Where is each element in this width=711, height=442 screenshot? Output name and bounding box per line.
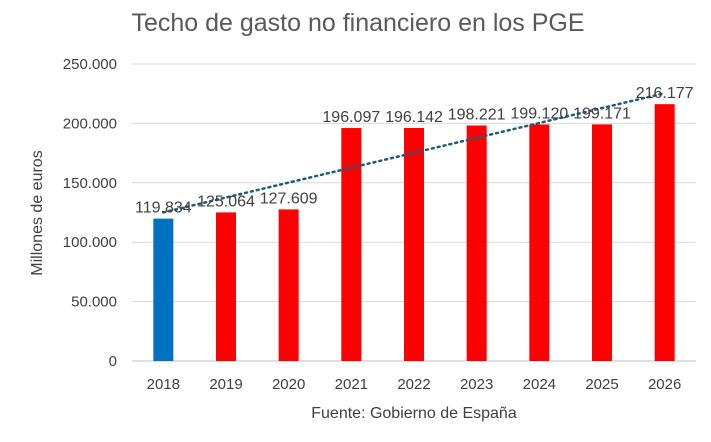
y-tick-label: 0 (109, 353, 117, 370)
x-tick-label: 2018 (147, 376, 180, 393)
data-label: 199.171 (573, 105, 631, 122)
y-tick-label: 50.000 (71, 294, 117, 311)
data-label: 198.221 (448, 107, 506, 124)
x-tick-label: 2024 (523, 376, 556, 393)
y-tick-label: 250.000 (63, 56, 117, 73)
chart-title: Techo de gasto no financiero en los PGE (131, 9, 584, 37)
trendline-path (162, 91, 666, 214)
x-axis-ticks: 2018 2019 2020 2021 2022 2023 2024 2025 2026 (147, 376, 682, 393)
x-tick-label: 2025 (585, 376, 618, 393)
bar-2020 (278, 209, 299, 361)
data-labels: 119.834 125.064 127.609 196.097 196.142 198.2… (135, 85, 694, 216)
bar-2023 (466, 125, 487, 361)
y-axis-ticks: 0 50.000 100.000 150.000 200.000 250.000 (63, 56, 117, 370)
y-tick-label: 200.000 (63, 115, 117, 132)
x-tick-label: 2021 (335, 376, 368, 393)
bar-2026 (654, 104, 675, 361)
data-label: 199.120 (510, 105, 568, 122)
x-tick-label: 2026 (648, 376, 681, 393)
data-label: 119.834 (135, 200, 192, 217)
x-tick-label: 2020 (272, 376, 305, 393)
x-tick-label: 2023 (460, 376, 493, 393)
bar-2019 (216, 212, 236, 361)
bar-2018 (153, 218, 174, 361)
data-label: 196.097 (322, 109, 380, 126)
data-label: 127.609 (260, 190, 318, 207)
x-tick-label: 2022 (397, 376, 430, 393)
bar-2022 (404, 127, 424, 361)
trendline (162, 91, 666, 214)
bar-2024 (529, 124, 550, 362)
data-label: 216.177 (636, 85, 694, 102)
y-tick-label: 100.000 (63, 234, 117, 251)
bar-2025 (592, 124, 612, 361)
data-label: 125.064 (197, 193, 255, 210)
data-label: 196.142 (385, 109, 443, 126)
y-tick-label: 150.000 (63, 175, 117, 192)
bars (153, 104, 675, 362)
x-axis-label: Fuente: Gobierno de España (311, 405, 517, 422)
x-tick-label: 2019 (209, 376, 242, 393)
y-axis-label: Millones de euros (29, 150, 46, 275)
bar-2021 (341, 128, 362, 361)
